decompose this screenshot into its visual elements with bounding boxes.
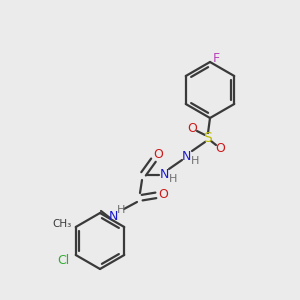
Text: CH₃: CH₃ [52,219,71,229]
Text: F: F [212,52,220,64]
Text: O: O [158,188,168,202]
Text: N: N [108,209,118,223]
Text: Cl: Cl [58,254,70,268]
Text: N: N [159,167,169,181]
Text: H: H [117,205,125,215]
Text: H: H [169,174,177,184]
Text: O: O [215,142,225,154]
Text: N: N [181,149,191,163]
Text: O: O [153,148,163,160]
Text: O: O [187,122,197,134]
Text: H: H [191,156,199,166]
Text: S: S [204,131,212,145]
